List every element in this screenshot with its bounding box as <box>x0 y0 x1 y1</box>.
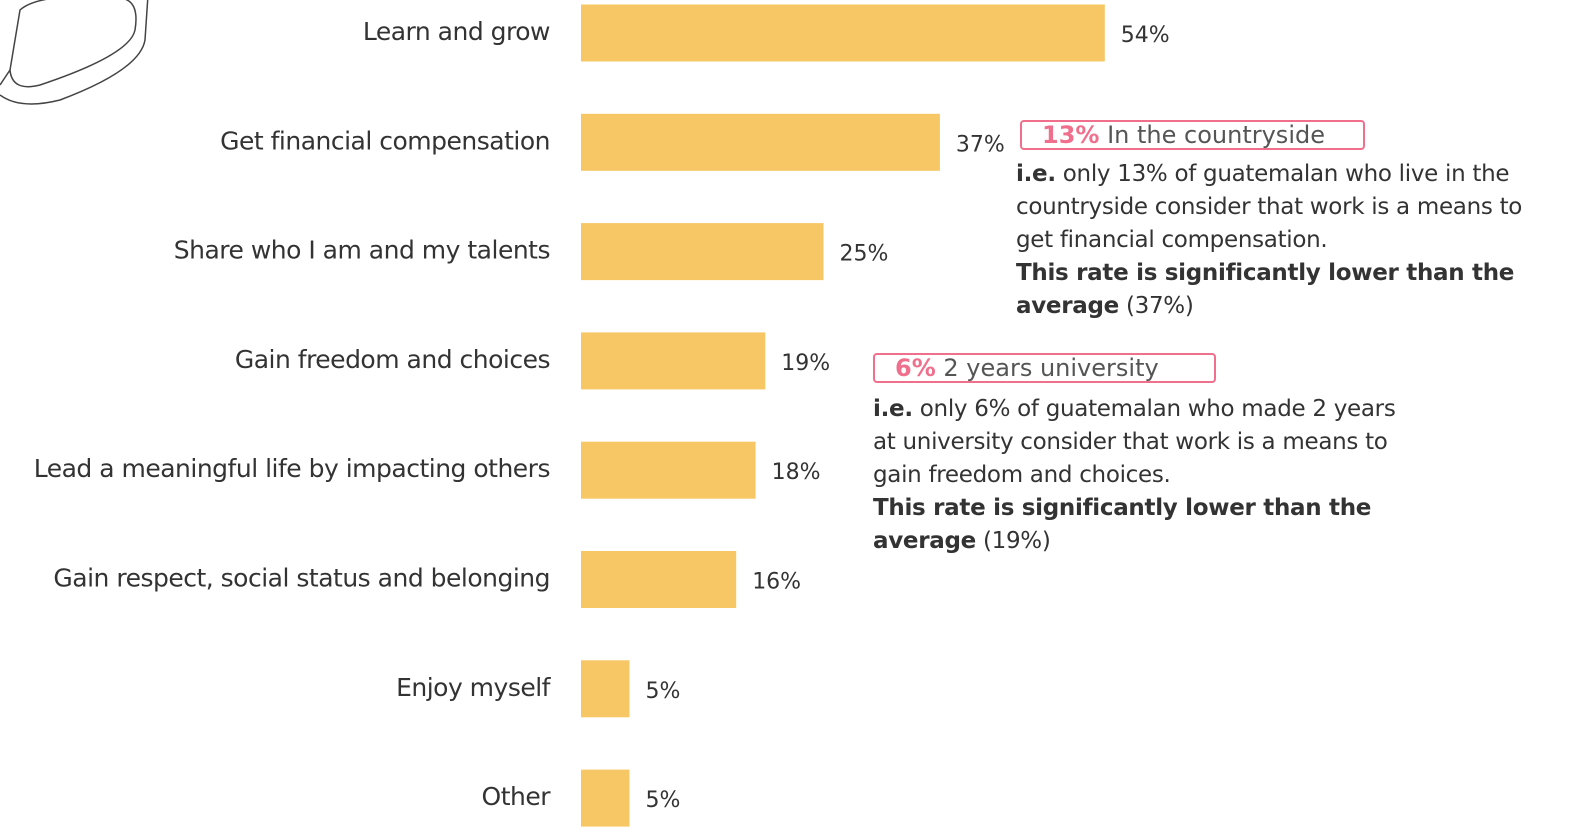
bar <box>581 551 737 608</box>
callout-body: only 13% of guatemalan who live in the c… <box>1016 161 1523 253</box>
callout-text: i.e. only 13% of guatemalan who live in … <box>1016 158 1561 323</box>
callout-emphasis: This rate is significantly lower than th… <box>1016 260 1515 319</box>
callout-emphasis: This rate is significantly lower than th… <box>873 495 1372 554</box>
category-label: Other <box>482 782 552 811</box>
bar <box>581 332 766 390</box>
category-label: Share who I am and my talents <box>174 236 550 265</box>
value-label: 54% <box>1121 23 1170 48</box>
category-label: Get financial compensation <box>220 126 550 155</box>
callout-note: (19%) <box>982 528 1051 554</box>
value-label: 18% <box>772 460 821 485</box>
category-label: Gain freedom and choices <box>235 345 550 374</box>
callout-body: only 6% of guatemalan who made 2 years a… <box>873 396 1396 488</box>
callout-value: 13% <box>1042 121 1100 149</box>
category-label: Gain respect, social status and belongin… <box>53 564 550 593</box>
bar <box>581 660 630 718</box>
bar <box>581 113 940 171</box>
value-label: 5% <box>646 679 681 704</box>
bar <box>581 441 756 499</box>
callout-badge: 6% 2 years university <box>873 353 1216 383</box>
category-label: Enjoy myself <box>396 673 552 702</box>
callout-label: In the countryside <box>1107 121 1325 149</box>
decor-icon <box>0 0 149 105</box>
callout-note: (37%) <box>1125 293 1194 319</box>
value-label: 37% <box>956 132 1005 157</box>
callout-lead: i.e. <box>1016 161 1056 187</box>
callout-badge: 13% In the countryside <box>1020 120 1365 150</box>
category-label: Lead a meaningful life by impacting othe… <box>34 454 550 483</box>
value-label: 5% <box>646 788 681 813</box>
callout-label: 2 years university <box>943 354 1159 382</box>
bar <box>581 223 824 281</box>
bar <box>581 4 1105 62</box>
value-label: 19% <box>781 351 830 376</box>
bar <box>581 769 630 827</box>
value-label: 25% <box>840 242 889 267</box>
callout-lead: i.e. <box>873 396 913 422</box>
callout-text: i.e. only 6% of guatemalan who made 2 ye… <box>873 393 1403 558</box>
callout-value: 6% <box>895 354 936 382</box>
category-label: Learn and grow <box>363 17 550 46</box>
value-label: 16% <box>752 570 801 595</box>
